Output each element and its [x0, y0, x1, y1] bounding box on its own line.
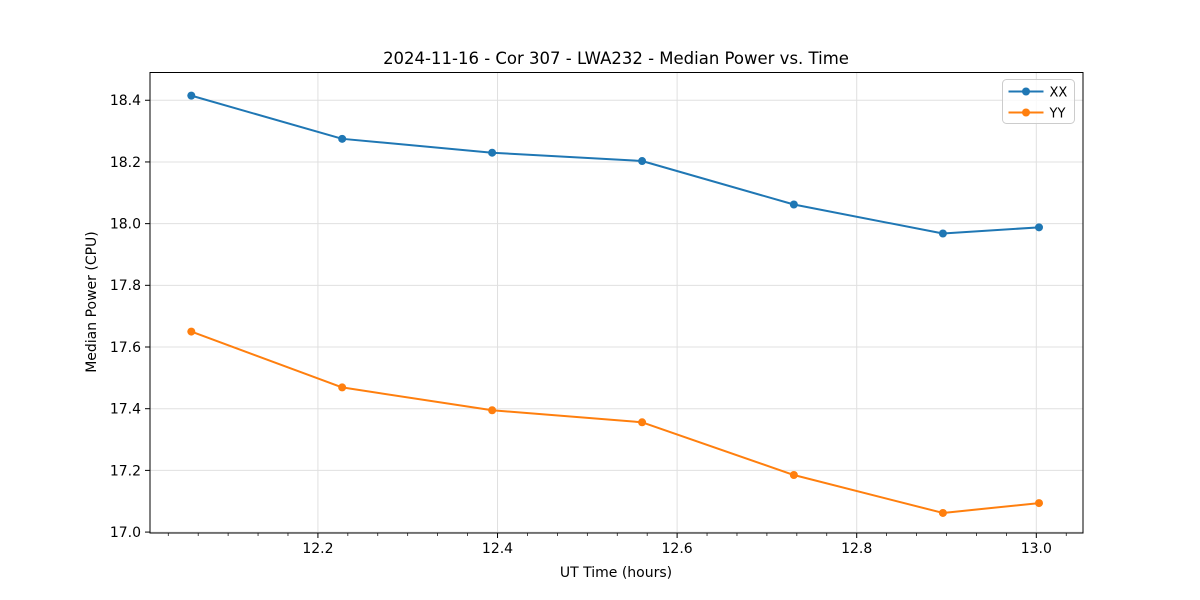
series	[187, 91, 1043, 517]
y-tick-label: 17.2	[110, 463, 141, 479]
x-tick-label: 13.0	[1021, 541, 1052, 557]
data-point-yy	[638, 418, 647, 427]
data-point-xx	[938, 229, 947, 238]
y-tick-label: 17.8	[110, 278, 141, 294]
data-point-xx	[187, 91, 196, 100]
y-tick-label: 18.2	[110, 155, 141, 171]
chart-title: 2024-11-16 - Cor 307 - LWA232 - Median P…	[383, 49, 849, 68]
series-line-xx	[190, 94, 1040, 235]
y-tick-label: 17.4	[110, 402, 141, 418]
grid	[150, 72, 1083, 533]
ticks: 12.2 12.4 12.6 12.8 13.0 17.0 17.2 17.4 17.6 17.8…	[110, 93, 1067, 557]
y-tick-label: 18.4	[110, 93, 141, 109]
legend-label: YY	[1049, 106, 1066, 121]
data-point-yy	[488, 406, 497, 415]
data-point-yy	[789, 471, 798, 480]
legend-label: XX	[1050, 85, 1068, 100]
legend-marker-yy	[1022, 108, 1030, 117]
x-axis-label: UT Time (hours)	[560, 565, 672, 581]
data-point-xx	[789, 200, 798, 209]
data-point-xx	[1034, 223, 1043, 232]
y-axis-label: Median Power (CPU)	[84, 231, 100, 373]
legend-marker-xx	[1022, 87, 1030, 96]
data-point-xx	[488, 148, 497, 157]
x-tick-label: 12.4	[482, 541, 513, 557]
legend: XX YY	[1002, 79, 1075, 124]
x-tick-label: 12.8	[841, 541, 872, 557]
data-point-yy	[338, 383, 347, 392]
data-point-yy	[187, 327, 196, 336]
data-point-xx	[638, 157, 647, 166]
x-tick-label: 12.2	[302, 541, 333, 557]
y-tick-label: 17.6	[110, 340, 141, 356]
x-tick-label: 12.6	[662, 541, 693, 557]
y-tick-label: 17.0	[110, 525, 141, 541]
plot-frame	[149, 72, 1084, 534]
data-point-yy	[938, 508, 947, 517]
data-point-xx	[338, 134, 347, 143]
data-point-yy	[1034, 499, 1043, 508]
y-tick-label: 18.0	[110, 217, 141, 233]
series-line-yy	[190, 330, 1040, 514]
